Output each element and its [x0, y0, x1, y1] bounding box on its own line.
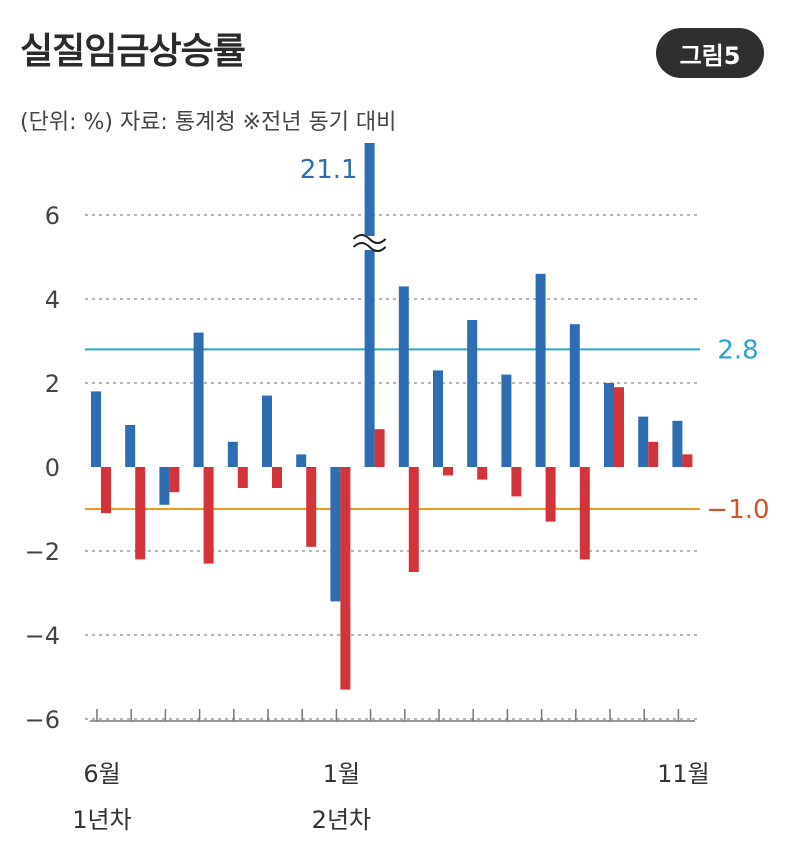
- bar: [579, 467, 590, 560]
- bar: [306, 467, 317, 547]
- bar: [398, 286, 409, 467]
- bar: [638, 416, 649, 467]
- chart-subtitle: (단위: %) 자료: 통계청 ※전년 동기 대비: [20, 110, 397, 135]
- bar: [237, 467, 248, 488]
- y-tick-label: 2: [45, 370, 60, 398]
- bar: [169, 467, 180, 493]
- bar: [159, 467, 170, 505]
- bar: [569, 324, 580, 467]
- bar: [262, 395, 272, 467]
- bar: [433, 370, 443, 467]
- bar: [511, 467, 522, 497]
- y-tick-label: −4: [25, 622, 60, 650]
- y-tick-label: −2: [25, 538, 60, 566]
- x-axis-label: 1월: [323, 760, 360, 788]
- bar: [135, 467, 146, 560]
- reference-label: −1.0: [706, 495, 769, 525]
- bar: [125, 425, 136, 467]
- bar: [272, 467, 282, 488]
- bar: [227, 441, 238, 467]
- bar: [545, 467, 556, 522]
- bar: [296, 454, 307, 467]
- y-tick-label: −6: [25, 706, 60, 734]
- x-axis-label: 6월: [83, 760, 120, 788]
- bar: [330, 467, 341, 602]
- bar: [101, 467, 111, 514]
- bar: [408, 467, 419, 572]
- bar: [477, 467, 488, 480]
- bar: [193, 332, 204, 467]
- bar: [91, 391, 101, 467]
- figure-number-badge: 그림5: [656, 28, 764, 78]
- y-tick-label: 4: [45, 286, 60, 314]
- bar: [443, 467, 453, 476]
- break-value-label: 21.1: [300, 155, 358, 185]
- bar: [364, 143, 375, 467]
- bar: [203, 467, 214, 564]
- x-axis-label: 1년차: [72, 806, 131, 834]
- bar: [467, 320, 478, 467]
- bar: [614, 387, 624, 467]
- bar: [648, 441, 659, 467]
- x-axis-label: 11월: [657, 760, 710, 788]
- y-tick-label: 0: [45, 454, 60, 482]
- reference-label: 2.8: [717, 335, 758, 365]
- axis-break-marker: [352, 234, 387, 252]
- bar: [672, 420, 683, 467]
- bar: [340, 467, 351, 690]
- bar: [682, 454, 693, 467]
- chart-title: 실질임금상승률: [20, 31, 246, 72]
- bar: [535, 273, 546, 467]
- bar: [501, 374, 512, 467]
- y-tick-label: 6: [45, 202, 60, 230]
- x-axis-label: 2년차: [312, 806, 371, 834]
- bar: [604, 383, 614, 467]
- bar: [374, 429, 385, 467]
